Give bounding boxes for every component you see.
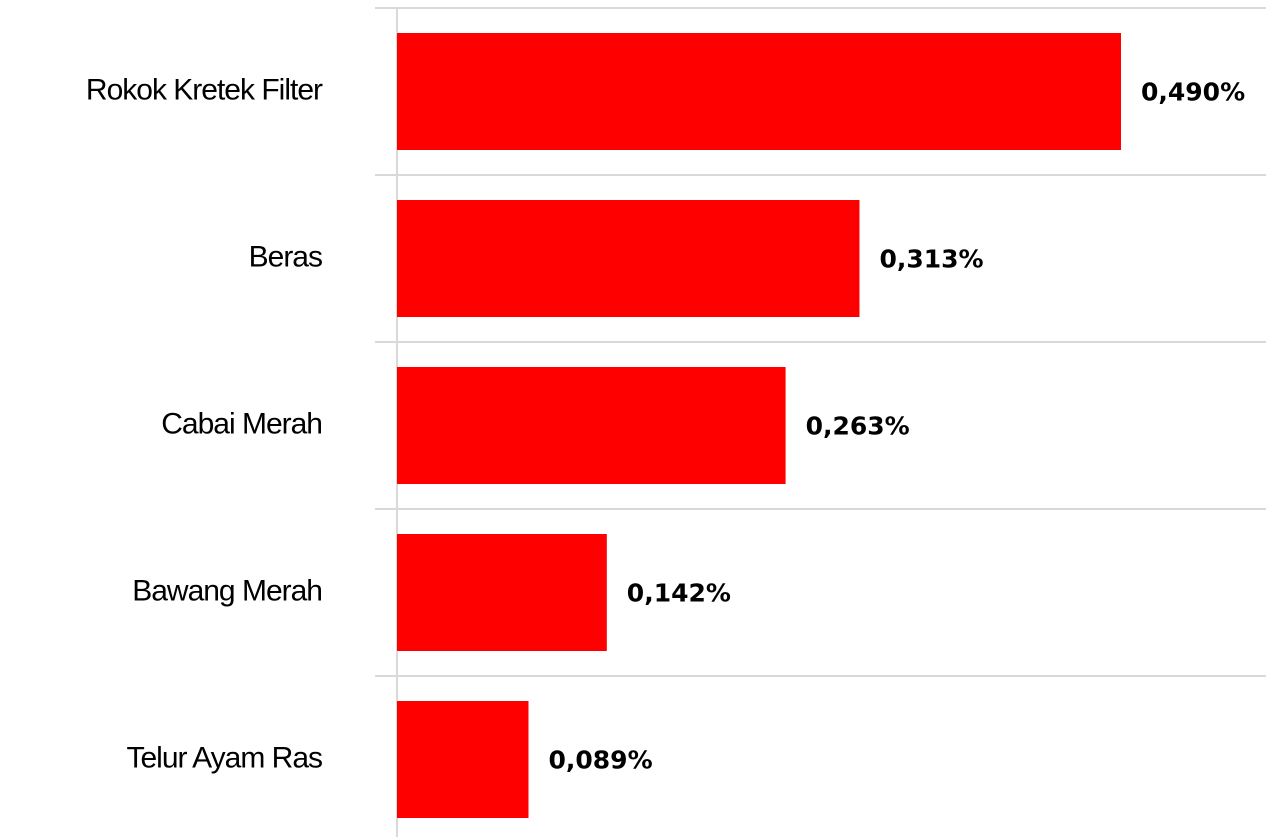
bar [397, 200, 860, 317]
value-label: 0,142% [627, 579, 731, 608]
category-label: Telur Ayam Ras [126, 741, 322, 774]
bar [397, 701, 529, 818]
value-label: 0,263% [806, 412, 910, 441]
category-label: Bawang Merah [132, 574, 322, 607]
category-label: Cabai Merah [161, 407, 322, 440]
category-label: Beras [249, 240, 322, 273]
value-label: 0,089% [549, 746, 653, 775]
bar [397, 367, 786, 484]
value-label: 0,313% [879, 245, 983, 274]
bar [397, 33, 1121, 150]
bar [397, 534, 607, 651]
value-label: 0,490% [1141, 78, 1245, 107]
category-label: Rokok Kretek Filter [86, 73, 323, 106]
